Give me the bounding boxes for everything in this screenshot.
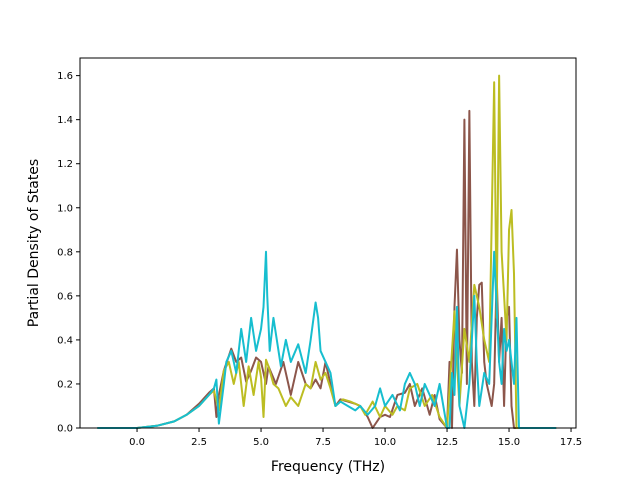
x-tick-label: 12.5 [436, 437, 458, 448]
series-layer [97, 74, 557, 429]
x-tick-label: 7.5 [315, 437, 331, 448]
y-tick-label: 1.0 [57, 203, 73, 214]
axes-frame [79, 57, 577, 429]
y-tick-label: 1.2 [57, 159, 73, 170]
x-tick-label: 0.0 [129, 437, 145, 448]
x-axis-label: Frequency (THz) [271, 459, 385, 475]
y-tick-label: 1.4 [57, 115, 73, 126]
series-line-1 [97, 109, 557, 429]
x-tick-label: 10.0 [374, 437, 396, 448]
x-tick-label: 5.0 [253, 437, 269, 448]
x-tick-label: 2.5 [191, 437, 207, 448]
y-tick-label: 0.8 [57, 247, 73, 258]
y-axis-ticks: 0.0 0.2 0.4 0.6 0.8 1.0 1.2 1.4 1.6 [57, 71, 80, 435]
y-tick-label: 0.2 [57, 379, 73, 390]
y-tick-label: 0.4 [57, 335, 73, 346]
x-axis-ticks: 0.0 2.5 5.0 7.5 10.0 12.5 15.0 17.5 [129, 428, 582, 448]
x-tick-label: 15.0 [498, 437, 520, 448]
x-tick-label: 17.5 [560, 437, 582, 448]
y-axis-label: Partial Density of States [26, 159, 42, 327]
y-tick-label: 0.6 [57, 291, 73, 302]
y-tick-label: 1.6 [57, 71, 73, 82]
series-line-3 [97, 250, 557, 429]
y-tick-label: 0.0 [57, 424, 73, 435]
